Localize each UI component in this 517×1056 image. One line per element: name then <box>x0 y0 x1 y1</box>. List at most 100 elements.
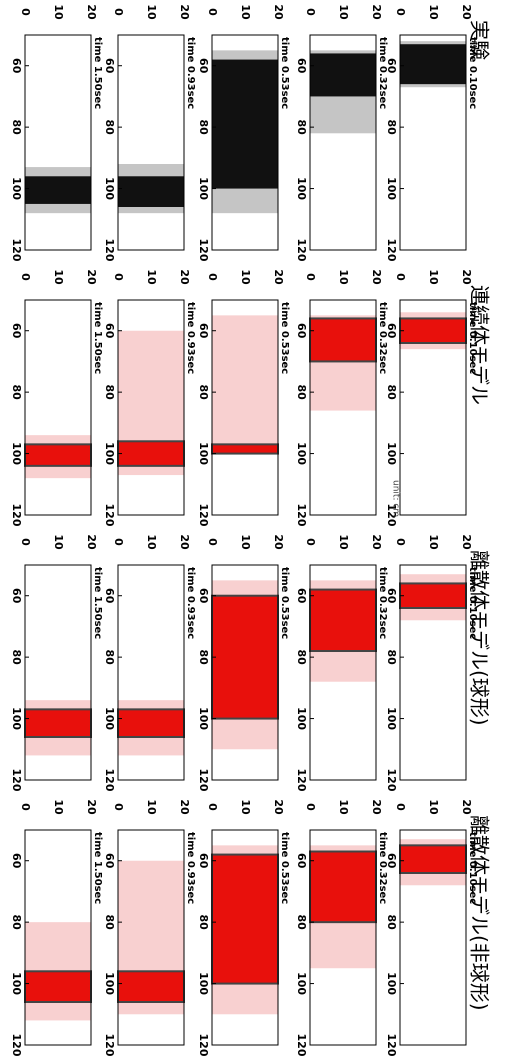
time-label: time 1.50sec <box>92 567 103 639</box>
depth-tick-label: 100 <box>10 177 23 200</box>
width-tick-label: 20 <box>370 799 383 815</box>
depth-tick-label: 120 <box>103 239 116 262</box>
depth-tick-label: 80 <box>10 384 23 400</box>
panel <box>400 35 466 250</box>
depth-tick-label: 60 <box>103 323 116 339</box>
layer-core <box>25 444 91 466</box>
width-tick-label: 0 <box>304 803 317 811</box>
width-tick-label: 10 <box>52 269 65 285</box>
depth-tick-label: 80 <box>197 914 210 930</box>
time-label: time 0.93sec <box>185 832 196 904</box>
depth-tick-label: 120 <box>10 1034 23 1056</box>
width-tick-label: 20 <box>370 4 383 20</box>
width-tick-label: 20 <box>85 269 98 285</box>
depth-tick-label: 60 <box>295 58 308 74</box>
depth-tick-label: 80 <box>295 914 308 930</box>
time-label: time 0.10sec <box>467 37 478 109</box>
depth-tick-label: 80 <box>10 119 23 135</box>
width-tick-label: 20 <box>272 534 285 550</box>
time-label: time 1.50sec <box>92 832 103 904</box>
width-tick-label: 20 <box>85 4 98 20</box>
depth-tick-label: 60 <box>197 853 210 869</box>
depth-tick-label: 80 <box>103 914 116 930</box>
layer-core <box>212 855 278 984</box>
figure: 実験608010012001020time 0.10sec60801001200… <box>0 0 517 1056</box>
width-tick-label: 0 <box>394 803 407 811</box>
width-tick-label: 10 <box>427 534 440 550</box>
layer-core <box>118 176 184 207</box>
width-tick-label: 20 <box>178 534 191 550</box>
width-tick-label: 10 <box>52 4 65 20</box>
layer-core <box>400 845 466 873</box>
width-tick-label: 0 <box>19 538 32 546</box>
width-tick-label: 10 <box>145 534 158 550</box>
depth-tick-label: 60 <box>197 323 210 339</box>
width-tick-label: 0 <box>19 803 32 811</box>
layer-core <box>118 441 184 466</box>
width-tick-label: 10 <box>145 269 158 285</box>
depth-tick-label: 100 <box>103 972 116 995</box>
time-label: time 0.53sec <box>279 567 290 639</box>
width-tick-label: 20 <box>272 799 285 815</box>
width-tick-label: 10 <box>145 799 158 815</box>
time-label: time 0.53sec <box>279 37 290 109</box>
width-tick-label: 10 <box>427 269 440 285</box>
depth-tick-label: 120 <box>385 239 398 262</box>
panel <box>25 35 91 250</box>
width-tick-label: 0 <box>304 538 317 546</box>
depth-tick-label: 100 <box>197 707 210 730</box>
time-label: time 0.32sec <box>377 567 388 639</box>
depth-tick-label: 120 <box>295 239 308 262</box>
depth-tick-label: 80 <box>103 649 116 665</box>
time-label: time 0.32sec <box>377 832 388 904</box>
depth-tick-label: 100 <box>103 177 116 200</box>
layer-core <box>400 318 466 343</box>
width-tick-label: 10 <box>239 799 252 815</box>
width-tick-label: 20 <box>85 534 98 550</box>
width-tick-label: 20 <box>460 4 473 20</box>
width-tick-label: 0 <box>112 273 125 281</box>
depth-tick-label: 120 <box>10 769 23 792</box>
panel <box>212 830 278 1045</box>
layer-core <box>212 60 278 189</box>
layer-core <box>310 318 376 361</box>
time-label: time 0.93sec <box>185 567 196 639</box>
depth-tick-label: 120 <box>10 504 23 527</box>
layer-core <box>310 590 376 651</box>
layer-core <box>310 852 376 923</box>
width-tick-label: 20 <box>370 534 383 550</box>
layer-core <box>118 709 184 737</box>
depth-tick-label: 60 <box>197 58 210 74</box>
depth-tick-label: 80 <box>197 384 210 400</box>
width-tick-label: 0 <box>206 538 219 546</box>
width-tick-label: 20 <box>85 799 98 815</box>
panel <box>25 300 91 515</box>
width-tick-label: 10 <box>239 534 252 550</box>
depth-tick-label: 100 <box>295 972 308 995</box>
width-tick-label: 10 <box>239 4 252 20</box>
depth-tick-label: 100 <box>295 707 308 730</box>
depth-tick-label: 120 <box>295 504 308 527</box>
panel <box>212 35 278 250</box>
panel <box>118 565 184 780</box>
depth-tick-label: 100 <box>385 972 398 995</box>
depth-tick-label: 60 <box>295 853 308 869</box>
width-tick-label: 10 <box>145 4 158 20</box>
layer-core <box>400 44 466 84</box>
depth-tick-label: 100 <box>197 442 210 465</box>
layer-core <box>212 596 278 719</box>
depth-tick-label: 120 <box>10 239 23 262</box>
width-tick-label: 20 <box>178 4 191 20</box>
depth-tick-label: 80 <box>197 119 210 135</box>
depth-tick-label: 80 <box>197 649 210 665</box>
depth-tick-label: 100 <box>385 707 398 730</box>
depth-tick-label: 80 <box>385 119 398 135</box>
width-tick-label: 0 <box>394 8 407 16</box>
depth-tick-label: 100 <box>103 442 116 465</box>
depth-tick-label: 100 <box>295 442 308 465</box>
width-tick-label: 0 <box>112 538 125 546</box>
depth-tick-label: 80 <box>385 384 398 400</box>
depth-tick-label: 80 <box>295 384 308 400</box>
time-label: time 1.50sec <box>92 302 103 374</box>
depth-tick-label: 100 <box>385 177 398 200</box>
